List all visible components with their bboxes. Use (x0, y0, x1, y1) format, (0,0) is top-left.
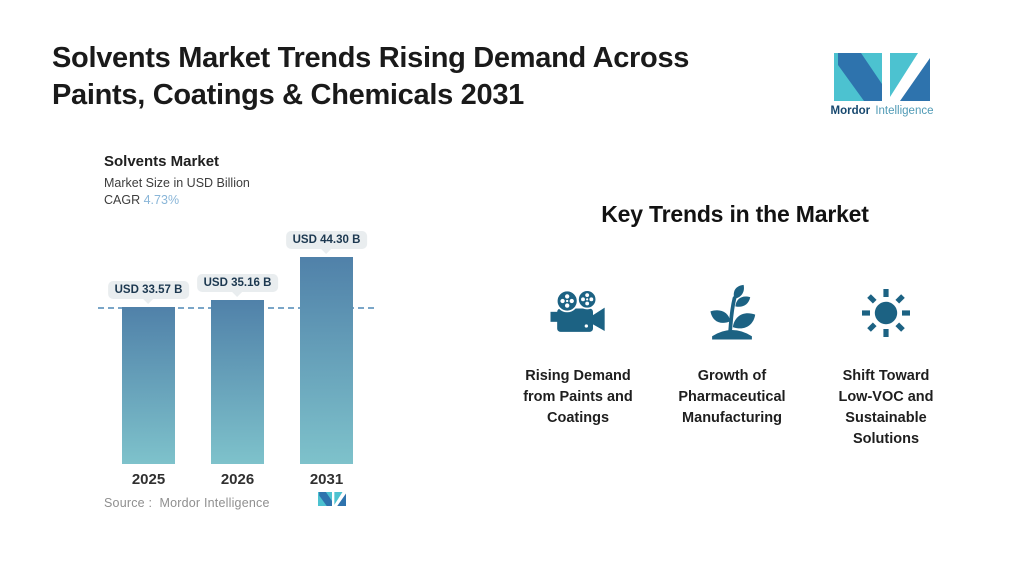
bar-2031 (300, 257, 353, 464)
mordor-intelligence-logo-small-icon (318, 492, 346, 506)
brand-name-bold: Mordor (830, 105, 871, 117)
source-text: Source : Mordor Intelligence (104, 496, 270, 510)
plant-sprout-icon (652, 282, 812, 344)
chart-subtitle: Market Size in USD Billion (104, 176, 250, 190)
chart-header: Solvents Market Market Size in USD Billi… (104, 153, 250, 207)
trend-item-low-voc: Shift Toward Low-VOC and Sustainable Sol… (811, 282, 961, 450)
value-badge-2026: USD 35.16 B (196, 274, 279, 292)
trend-item-pharmaceutical: Growth of Pharmaceutical Manufacturing (652, 282, 812, 429)
value-badge-2031: USD 44.30 B (285, 231, 368, 249)
movie-camera-icon (498, 282, 658, 344)
chart-title: Solvents Market (104, 153, 220, 170)
key-trends-heading: Key Trends in the Market (601, 201, 869, 227)
page-title: Solvents Market Trends Rising Demand Acr… (52, 40, 689, 114)
bar-2026 (211, 300, 264, 464)
cagr-label: CAGR (104, 193, 141, 207)
trend-item-paints-coatings: Rising Demand from Paints and Coatings (498, 282, 658, 429)
bar-group-2025: USD 33.57 B 2025 (107, 281, 190, 488)
trend-label: Rising Demand from Paints and Coatings (523, 368, 633, 426)
page-title-line2: Paints, Coatings & Chemicals 2031 (52, 79, 524, 111)
year-label-2031: 2031 (309, 471, 344, 488)
bar-group-2026: USD 35.16 B 2026 (196, 274, 279, 488)
chart-cagr: CAGR 4.73% (104, 193, 250, 207)
sun-icon (811, 282, 961, 344)
cagr-value: 4.73% (143, 193, 180, 207)
year-label-2025: 2025 (131, 471, 166, 488)
brand-name: Mordor Intelligence (827, 105, 937, 117)
bar-group-2031: USD 44.30 B 2031 (285, 231, 368, 488)
trend-label: Shift Toward Low-VOC and Sustainable Sol… (838, 368, 934, 447)
trend-label: Growth of Pharmaceutical Manufacturing (678, 368, 786, 426)
page-title-line1: Solvents Market Trends Rising Demand Acr… (52, 42, 690, 74)
value-badge-2025: USD 33.57 B (107, 281, 190, 299)
year-label-2026: 2026 (220, 471, 255, 488)
brand-logo: Mordor Intelligence (827, 53, 937, 117)
mordor-intelligence-logo-icon (834, 53, 930, 101)
bar-2025 (122, 307, 175, 464)
brand-name-light: Intelligence (875, 105, 934, 117)
